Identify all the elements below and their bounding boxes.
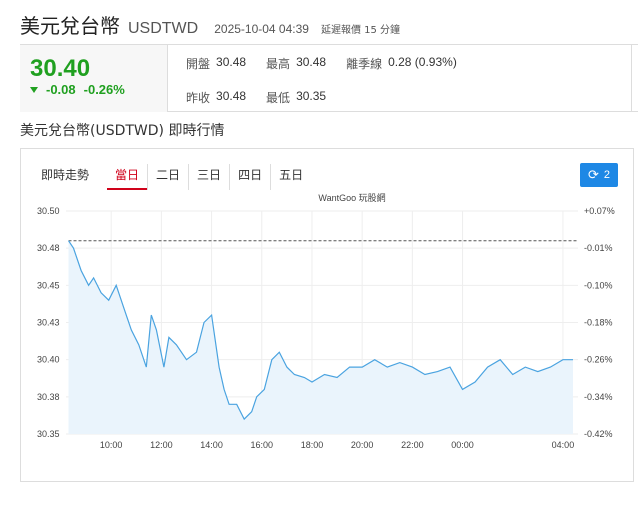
stat-prev-close-label: 昨收 bbox=[186, 91, 211, 105]
x-tick-label: 22:00 bbox=[401, 440, 424, 450]
stat-open-value: 30.48 bbox=[216, 55, 247, 69]
stat-prev-close-value: 30.48 bbox=[216, 89, 247, 103]
stat-low-label: 最低 bbox=[266, 91, 291, 105]
x-tick-label: 18:00 bbox=[301, 440, 324, 450]
intraday-chart: 30.50 +0.07% 30.48 -0.01% 30.45 -0.10% 30.43 -0… bbox=[37, 192, 615, 450]
page-header: 美元兌台幣 USDTWD 2025-10-04 04:39 延遲報價 15 分鐘 bbox=[20, 10, 400, 38]
down-triangle-icon bbox=[30, 86, 38, 93]
watermark: WantGoo 玩股網 bbox=[318, 192, 385, 203]
change-percent: -0.26% bbox=[83, 82, 125, 97]
tab-day-3[interactable]: 三日 bbox=[188, 164, 229, 190]
stat-high-label: 最高 bbox=[266, 57, 291, 71]
page-title: 美元兌台幣 bbox=[20, 14, 120, 38]
x-tick-label: 04:00 bbox=[552, 440, 575, 450]
refresh-button[interactable]: ⟳ 2 bbox=[580, 163, 618, 187]
tab-day-4[interactable]: 四日 bbox=[229, 164, 270, 190]
stat-range-value: 0.28 (0.93%) bbox=[388, 55, 457, 69]
y-tick-label-right: -0.10% bbox=[584, 280, 613, 290]
ticker-code: USDTWD bbox=[128, 20, 199, 37]
x-tick-label: 14:00 bbox=[200, 440, 223, 450]
y-tick-label-left: 30.48 bbox=[37, 243, 60, 253]
refresh-icon: ⟳ bbox=[587, 167, 599, 182]
y-tick-label-left: 30.35 bbox=[37, 429, 60, 439]
last-price: 30.40 bbox=[30, 55, 91, 82]
section-title: 美元兌台幣(USDTWD) 即時行情 bbox=[20, 123, 225, 139]
x-tick-label: 16:00 bbox=[250, 440, 273, 450]
y-tick-label-right: -0.42% bbox=[584, 429, 613, 439]
x-tick-label: 00:00 bbox=[451, 440, 474, 450]
tab-day-1[interactable]: 當日 bbox=[107, 164, 148, 190]
y-tick-label-right: +0.07% bbox=[584, 206, 615, 216]
stat-range-label: 離季線 bbox=[346, 57, 383, 71]
y-tick-label-left: 30.45 bbox=[37, 280, 60, 290]
quote-box: 30.40 -0.08 -0.26% 開盤 30.48 最高 30.48 離季線 0.… bbox=[20, 44, 638, 112]
series-area bbox=[68, 240, 573, 434]
refresh-count: 2 bbox=[603, 169, 611, 181]
stat-open: 開盤 30.48 bbox=[186, 55, 246, 72]
stat-low-value: 30.35 bbox=[296, 89, 327, 103]
y-tick-label-right: -0.34% bbox=[584, 392, 613, 402]
change-value: -0.08 bbox=[46, 82, 76, 97]
x-tick-label: 20:00 bbox=[351, 440, 374, 450]
y-tick-label-left: 30.40 bbox=[37, 355, 60, 365]
chart-panel: 即時走勢 當日 二日 三日 四日 五日 ⟳ 2 30.50 +0.07% 30.48… bbox=[20, 148, 634, 482]
tab-day-2[interactable]: 二日 bbox=[147, 164, 188, 190]
stat-low: 最低 30.35 bbox=[266, 89, 326, 106]
tabs-label: 即時走勢 bbox=[41, 168, 90, 182]
price-line bbox=[68, 240, 573, 421]
stat-range: 離季線 0.28 (0.93%) bbox=[346, 55, 457, 72]
stat-high: 最高 30.48 bbox=[266, 55, 326, 72]
range-tabs: 即時走勢 當日 二日 三日 四日 五日 bbox=[37, 164, 311, 190]
divider bbox=[631, 45, 632, 112]
delay-note: 延遲報價 15 分鐘 bbox=[320, 25, 401, 36]
x-tick-label: 10:00 bbox=[100, 440, 123, 450]
y-tick-label-left: 30.43 bbox=[37, 318, 60, 328]
change-row: -0.08 -0.26% bbox=[30, 82, 125, 97]
x-tick-label: 12:00 bbox=[150, 440, 173, 450]
y-tick-label-left: 30.38 bbox=[37, 392, 60, 402]
stat-prev-close: 昨收 30.48 bbox=[186, 89, 246, 106]
stat-open-label: 開盤 bbox=[186, 57, 211, 71]
timestamp: 2025-10-04 04:39 bbox=[214, 22, 309, 36]
y-tick-label-right: -0.18% bbox=[584, 318, 613, 328]
stat-high-value: 30.48 bbox=[296, 55, 327, 69]
y-tick-label-right: -0.26% bbox=[584, 355, 613, 365]
price-cell: 30.40 -0.08 -0.26% bbox=[20, 45, 168, 112]
stats-row-1: 開盤 30.48 最高 30.48 離季線 0.28 (0.93%) bbox=[186, 55, 477, 72]
stats-row-2: 昨收 30.48 最低 30.35 bbox=[186, 89, 346, 106]
tab-day-5[interactable]: 五日 bbox=[270, 164, 311, 190]
y-tick-label-left: 30.50 bbox=[37, 206, 60, 216]
y-tick-label-right: -0.01% bbox=[584, 243, 613, 253]
